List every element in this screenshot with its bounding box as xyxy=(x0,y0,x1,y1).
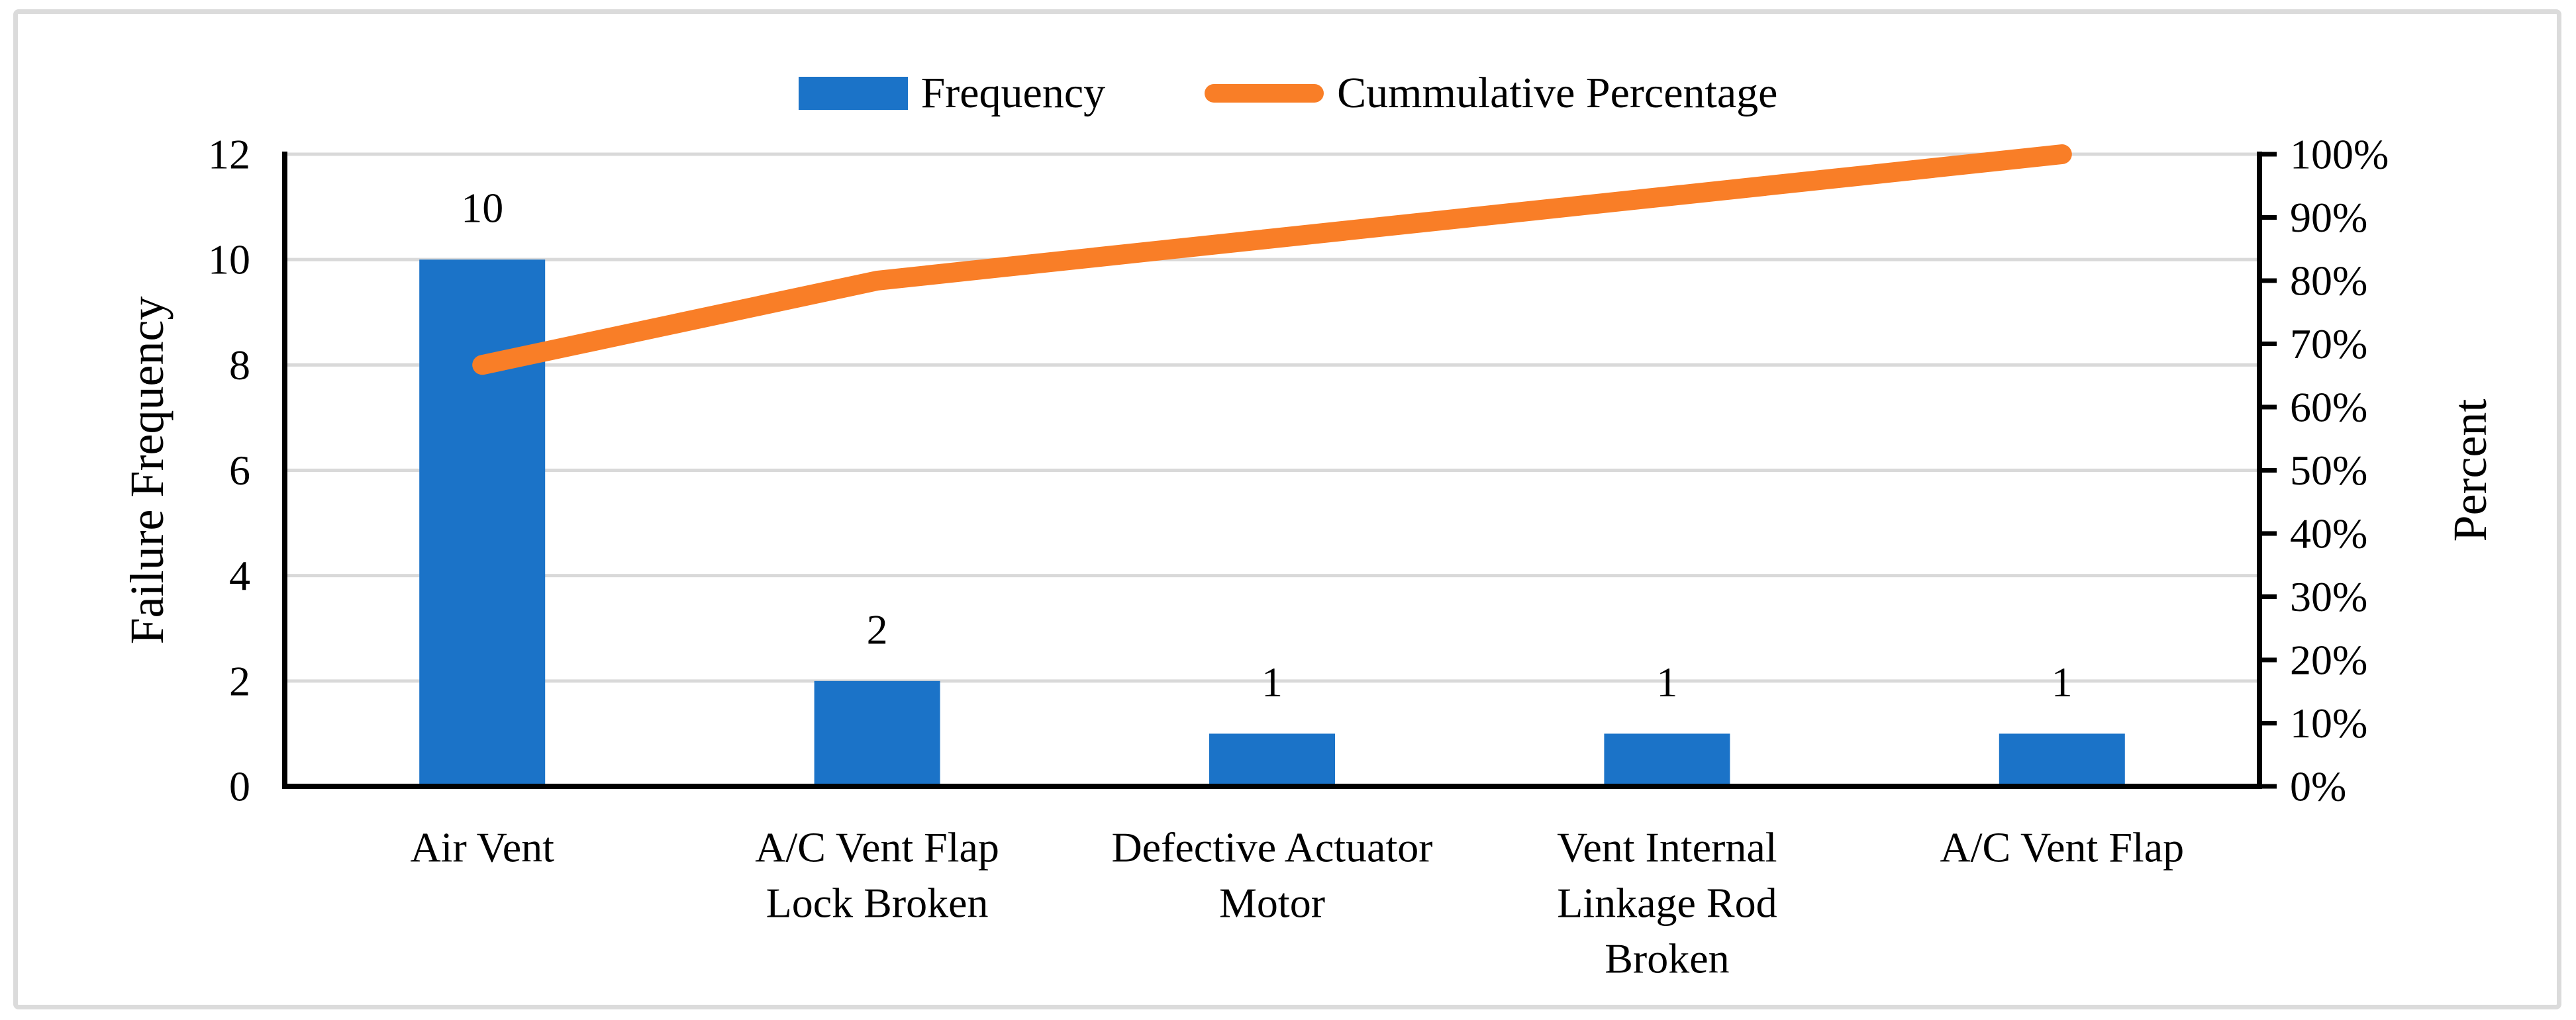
bar-swatch-icon xyxy=(798,77,908,110)
legend-label-frequency: Frequency xyxy=(920,69,1106,117)
category-label: Linkage Rod xyxy=(1557,880,1777,927)
category-label: Vent Internal xyxy=(1557,824,1777,871)
frequency-bar xyxy=(1604,733,1730,786)
frequency-bar xyxy=(1999,733,2125,786)
left-axis-tick-label: 6 xyxy=(229,447,250,494)
right-axis-tick-label: 10% xyxy=(2290,700,2367,747)
left-axis-tick-label: 10 xyxy=(208,236,250,283)
bar-data-label: 2 xyxy=(867,606,888,653)
frequency-bar xyxy=(419,259,546,787)
right-axis-title: Percent xyxy=(2444,399,2497,542)
bar-data-label: 1 xyxy=(1656,659,1677,706)
legend-item-cumulative-percentage: Cummulative Percentage xyxy=(1205,71,1777,115)
chart-legend: Frequency Cummulative Percentage xyxy=(0,71,2576,115)
right-axis-tick-label: 90% xyxy=(2290,194,2367,241)
frequency-bar xyxy=(1209,733,1335,786)
left-axis-tick-label: 4 xyxy=(229,552,250,599)
left-axis-tick-label: 0 xyxy=(229,763,250,810)
category-label: Air Vent xyxy=(410,824,554,871)
bar-data-label: 1 xyxy=(2052,659,2073,706)
category-label: Motor xyxy=(1219,880,1325,927)
bar-data-label: 1 xyxy=(1262,659,1283,706)
category-label: Defective Actuator xyxy=(1111,824,1432,871)
line-swatch-icon xyxy=(1205,84,1324,103)
right-axis-tick-label: 80% xyxy=(2290,257,2367,304)
category-label: A/C Vent Flap xyxy=(1940,824,2184,871)
right-axis-tick-label: 50% xyxy=(2290,447,2367,494)
cumulative-percentage-line xyxy=(472,144,2072,375)
left-axis-tick-label: 12 xyxy=(208,131,250,178)
category-label: Lock Broken xyxy=(766,880,989,927)
legend-item-frequency: Frequency xyxy=(798,69,1106,117)
right-axis-tick-label: 40% xyxy=(2290,510,2367,557)
left-axis-tick-label: 2 xyxy=(229,657,250,704)
frequency-bar xyxy=(814,680,940,786)
right-axis-tick-label: 70% xyxy=(2290,320,2367,367)
bar-data-label: 10 xyxy=(461,185,503,232)
right-axis-tick-label: 30% xyxy=(2290,573,2367,620)
left-axis-title: Failure Frequency xyxy=(121,297,173,645)
left-axis-tick-label: 8 xyxy=(229,342,250,389)
right-axis-tick-label: 100% xyxy=(2290,131,2389,178)
right-axis-tick-label: 20% xyxy=(2290,637,2367,684)
category-label: Broken xyxy=(1605,935,1729,982)
legend-label-cumulative-percentage: Cummulative Percentage xyxy=(1337,69,1778,117)
right-axis-tick-label: 0% xyxy=(2290,763,2346,810)
right-axis-tick-label: 60% xyxy=(2290,384,2367,431)
category-label: A/C Vent Flap xyxy=(755,824,999,871)
